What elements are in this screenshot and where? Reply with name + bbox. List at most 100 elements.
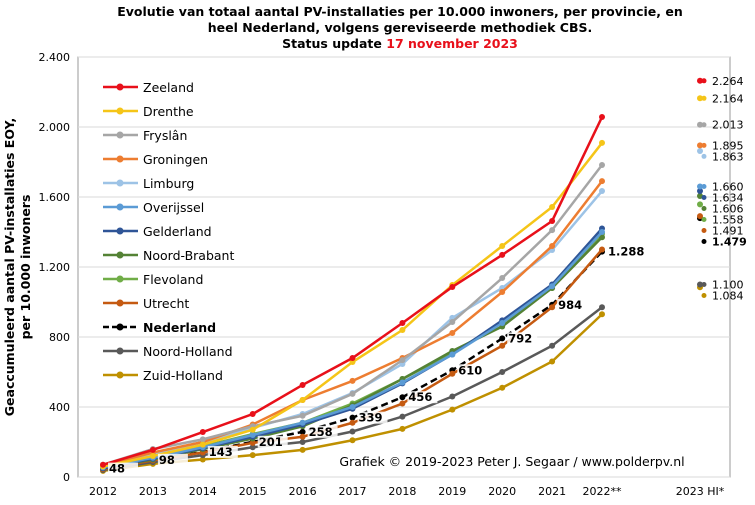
chart-title: Evolutie van totaal aantal PV-installati… bbox=[117, 4, 682, 19]
data-point bbox=[299, 439, 306, 445]
legend-dot bbox=[116, 299, 124, 307]
data-point bbox=[549, 227, 556, 234]
data-point bbox=[499, 243, 506, 249]
x-tick-label: 2023 HI* bbox=[676, 485, 725, 498]
legend-label: Nederland bbox=[143, 320, 216, 335]
data-point bbox=[299, 446, 306, 453]
hi-label: 1.558 bbox=[712, 214, 744, 227]
data-point bbox=[399, 400, 406, 407]
data-point bbox=[299, 433, 306, 440]
data-point bbox=[599, 161, 605, 168]
value-label-bg bbox=[557, 298, 588, 311]
data-point bbox=[399, 394, 406, 401]
data-point bbox=[549, 203, 556, 210]
data-point bbox=[349, 390, 356, 397]
legend-dot bbox=[116, 131, 124, 139]
data-point bbox=[249, 439, 256, 446]
hi-label: 1.479 bbox=[712, 236, 747, 249]
data-point bbox=[199, 429, 206, 436]
value-label-bg bbox=[257, 435, 288, 448]
hi-label-dot bbox=[701, 122, 707, 128]
data-point bbox=[499, 251, 506, 258]
legend-label: Utrecht bbox=[143, 296, 189, 311]
data-point bbox=[299, 412, 306, 419]
data-point bbox=[549, 342, 556, 349]
y-tick-label: 1.600 bbox=[39, 191, 71, 204]
hi-label: 2.264 bbox=[712, 75, 744, 88]
data-point bbox=[449, 351, 456, 358]
value-label-bg bbox=[457, 364, 488, 377]
data-point bbox=[549, 243, 556, 249]
value-label-bg bbox=[307, 425, 338, 438]
hi-point bbox=[697, 192, 703, 199]
hi-point bbox=[697, 77, 703, 84]
data-point bbox=[399, 413, 406, 420]
hi-label-dot bbox=[701, 282, 707, 287]
data-point bbox=[549, 304, 556, 311]
hi-label: 1.606 bbox=[712, 203, 744, 216]
value-label-bg bbox=[157, 453, 188, 466]
value-label: 339 bbox=[359, 411, 383, 425]
hi-label: 1.100 bbox=[712, 279, 744, 292]
data-point bbox=[100, 461, 106, 468]
legend-dot bbox=[116, 107, 124, 115]
data-point bbox=[199, 441, 206, 448]
legend-dot bbox=[116, 371, 124, 379]
x-tick-label: 2013 bbox=[139, 485, 167, 498]
x-tick-label: 2012 bbox=[89, 485, 117, 498]
data-point bbox=[599, 234, 605, 241]
hi-point bbox=[697, 95, 703, 102]
data-point bbox=[599, 188, 605, 195]
hi-point bbox=[697, 188, 703, 195]
data-point bbox=[249, 452, 256, 459]
data-point bbox=[499, 289, 506, 296]
hi-label-dot bbox=[701, 206, 707, 211]
data-point bbox=[599, 229, 605, 235]
value-label: 1.288 bbox=[608, 245, 644, 259]
hi-label: 1.895 bbox=[712, 139, 744, 152]
data-point bbox=[449, 406, 456, 413]
data-point bbox=[399, 357, 406, 364]
data-point bbox=[349, 414, 356, 421]
value-label-bg bbox=[207, 445, 238, 458]
data-point bbox=[399, 379, 406, 386]
value-label-bg bbox=[607, 245, 637, 258]
value-label: 984 bbox=[558, 298, 582, 312]
data-point bbox=[399, 425, 406, 432]
data-point bbox=[399, 327, 406, 333]
data-point bbox=[599, 304, 605, 311]
data-point bbox=[299, 428, 306, 435]
value-label: 143 bbox=[209, 445, 233, 459]
data-point bbox=[299, 397, 306, 403]
legend-label: Overijssel bbox=[143, 200, 204, 215]
hi-label: 2.164 bbox=[712, 92, 744, 105]
data-point bbox=[349, 419, 356, 426]
x-tick-label: 2016 bbox=[289, 485, 317, 498]
y-tick-label: 1.200 bbox=[39, 261, 71, 274]
value-label: 98 bbox=[159, 453, 175, 467]
legend-label: Drenthe bbox=[143, 104, 194, 119]
data-point bbox=[549, 217, 556, 224]
legend-label: Fryslân bbox=[143, 128, 187, 143]
data-point bbox=[499, 320, 506, 326]
data-point bbox=[299, 419, 306, 426]
chart-title: Status update 17 november 2023 bbox=[282, 36, 518, 51]
value-label-bg bbox=[108, 462, 138, 475]
hi-point bbox=[697, 201, 703, 208]
value-label: 456 bbox=[408, 390, 432, 404]
hi-label-dot bbox=[701, 239, 707, 244]
legend-dot bbox=[116, 251, 124, 259]
chart-title: heel Nederland, volgens gereviseerde met… bbox=[208, 20, 592, 35]
value-label-bg bbox=[507, 332, 538, 345]
x-tick-label: 2019 bbox=[438, 485, 466, 498]
hi-label-dot bbox=[701, 184, 707, 189]
data-point bbox=[549, 283, 556, 290]
legend-label: Flevoland bbox=[143, 272, 203, 287]
y-axis-label: per 10.000 inwoners bbox=[18, 195, 33, 340]
x-tick-label: 2020 bbox=[488, 485, 516, 498]
data-point bbox=[449, 393, 456, 400]
value-label: 258 bbox=[309, 425, 333, 439]
value-label-bg bbox=[407, 391, 438, 404]
legend-dot bbox=[116, 347, 124, 355]
